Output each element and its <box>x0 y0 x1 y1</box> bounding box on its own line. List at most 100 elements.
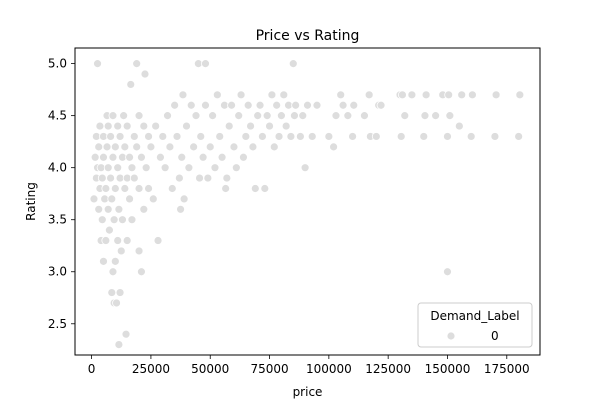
data-point <box>106 173 115 183</box>
data-point <box>112 298 121 308</box>
data-point <box>137 152 146 162</box>
data-point <box>236 90 246 100</box>
data-point <box>295 132 305 141</box>
data-point <box>99 256 108 266</box>
data-point <box>360 111 369 121</box>
data-point <box>276 111 286 121</box>
data-point <box>106 132 115 141</box>
data-point <box>151 121 161 131</box>
data-point <box>443 132 452 141</box>
data-point <box>179 194 189 204</box>
data-point <box>132 59 142 69</box>
data-point <box>177 152 187 162</box>
x-tick-label: 125000 <box>365 362 411 376</box>
points-layer <box>89 59 525 349</box>
data-point <box>129 173 139 183</box>
data-point <box>298 111 308 121</box>
legend-marker <box>446 331 456 341</box>
data-point <box>103 121 113 131</box>
data-point <box>107 288 117 297</box>
x-tick-label: 75000 <box>250 362 288 376</box>
data-point <box>101 236 111 245</box>
data-point <box>195 173 204 183</box>
data-point <box>348 132 357 141</box>
data-point <box>170 100 180 110</box>
data-point <box>118 215 127 225</box>
data-point <box>140 69 150 79</box>
data-point <box>514 132 524 141</box>
y-tick-label: 2.5 <box>48 317 67 331</box>
data-point <box>97 173 107 183</box>
data-point <box>490 132 500 141</box>
data-point <box>109 215 119 225</box>
data-point <box>103 204 113 214</box>
data-point <box>176 204 185 214</box>
data-point <box>267 90 277 100</box>
data-point <box>189 142 199 152</box>
data-point <box>122 121 132 131</box>
data-point <box>291 100 301 110</box>
data-point <box>165 142 175 152</box>
data-point <box>120 184 130 193</box>
data-point <box>196 132 206 141</box>
data-point <box>110 256 120 266</box>
data-point <box>125 194 134 204</box>
data-point <box>198 152 208 162</box>
data-point <box>227 100 236 110</box>
data-point <box>127 163 137 173</box>
data-point <box>248 142 258 152</box>
data-point <box>156 152 165 162</box>
data-point <box>265 121 274 131</box>
data-point <box>102 142 112 152</box>
data-point <box>281 121 291 131</box>
data-point <box>290 111 299 121</box>
data-point <box>215 132 225 141</box>
data-point <box>241 132 251 141</box>
data-point <box>255 100 265 110</box>
x-axis: 0 25000 50000 75000 100000 125000 150000 175000 <box>88 355 530 376</box>
y-axis: 2.5 3.0 3.5 4.0 4.5 5.0 <box>48 57 75 331</box>
data-point <box>89 194 99 204</box>
data-point <box>191 111 201 121</box>
data-point <box>144 184 153 193</box>
data-point <box>148 194 158 204</box>
data-point <box>129 132 139 141</box>
data-point <box>491 90 501 100</box>
data-point <box>212 90 222 100</box>
x-tick-label: 175000 <box>484 362 530 376</box>
data-point <box>144 132 153 141</box>
data-point <box>99 152 108 162</box>
legend: Demand_Label 0 <box>417 302 533 348</box>
data-point <box>231 163 241 173</box>
data-point <box>420 111 430 121</box>
data-point <box>407 90 417 100</box>
data-point <box>114 204 124 214</box>
data-point <box>221 184 231 193</box>
data-point <box>243 100 253 110</box>
x-tick-label: 50000 <box>191 362 229 376</box>
data-point <box>113 236 123 245</box>
data-point <box>397 90 407 100</box>
data-point <box>445 111 455 121</box>
data-point <box>113 163 123 173</box>
data-point <box>331 111 341 121</box>
data-point <box>158 132 168 141</box>
data-point <box>174 173 184 183</box>
data-point <box>95 121 105 131</box>
data-point <box>300 163 310 173</box>
chart-title: Price vs Rating <box>256 28 360 44</box>
data-point <box>108 267 118 277</box>
data-point <box>93 59 102 69</box>
legend-box <box>417 302 533 348</box>
y-tick-label: 4.0 <box>48 161 67 175</box>
data-point <box>272 100 282 110</box>
legend-title: Demand_Label <box>430 309 519 323</box>
data-point <box>139 204 149 214</box>
data-point <box>184 163 194 173</box>
data-point <box>116 246 126 256</box>
x-tick-label: 0 <box>88 362 96 376</box>
data-point <box>105 225 114 235</box>
data-point <box>160 163 170 173</box>
data-point <box>239 152 248 162</box>
data-point <box>443 267 452 277</box>
